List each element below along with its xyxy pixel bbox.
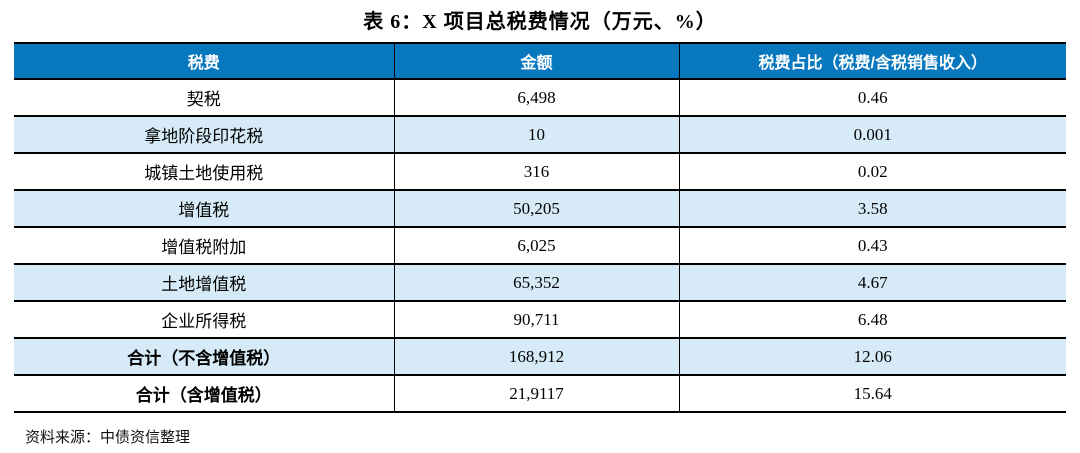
tax-name-cell: 企业所得税 [14,301,394,339]
amount-cell: 6,025 [393,227,679,265]
ratio-cell: 3.58 [678,190,1066,228]
table-row: 增值税 50,205 3.58 [14,190,1066,228]
table-row: 土地增值税 65,352 4.67 [14,264,1066,302]
ratio-cell: 0.001 [678,116,1066,154]
table-row: 契税 6,498 0.46 [14,79,1066,117]
table-row: 拿地阶段印花税 10 0.001 [14,116,1066,154]
total-row-incl-vat: 合计（含增值税） 21,9117 15.64 [14,375,1066,413]
col-header-amount: 金额 [393,42,679,80]
amount-cell: 6,498 [393,79,679,117]
col-header-ratio: 税费占比（税费/含税销售收入） [678,42,1066,80]
table-row: 企业所得税 90,711 6.48 [14,301,1066,339]
document-page: 表 6：X 项目总税费情况（万元、%） 税费 金额 税费占比（税费/含税销售收入… [0,5,1080,453]
amount-cell: 90,711 [393,301,679,339]
ratio-cell: 0.43 [678,227,1066,265]
ratio-cell: 0.46 [678,79,1066,117]
table-row: 增值税附加 6,025 0.43 [14,227,1066,265]
tax-name-cell: 契税 [14,79,394,117]
ratio-cell: 0.02 [678,153,1066,191]
amount-cell: 10 [393,116,679,154]
tax-name-cell: 土地增值税 [14,264,394,302]
amount-cell: 316 [393,153,679,191]
ratio-cell: 4.67 [678,264,1066,302]
col-header-tax: 税费 [14,42,394,80]
tax-name-cell: 拿地阶段印花税 [14,116,394,154]
ratio-cell: 6.48 [678,301,1066,339]
table-title: 表 6：X 项目总税费情况（万元、%） [363,11,717,33]
tax-name-cell: 合计（不含增值税） [14,338,394,376]
tax-name-cell: 城镇土地使用税 [14,153,394,191]
header-row: 税费 金额 税费占比（税费/含税销售收入） [14,42,1066,80]
ratio-cell: 15.64 [678,375,1066,413]
ratio-cell: 12.06 [678,338,1066,376]
amount-cell: 50,205 [393,190,679,228]
amount-cell: 21,9117 [393,375,679,413]
amount-cell: 168,912 [393,338,679,376]
total-row-excl-vat: 合计（不含增值税） 168,912 12.06 [14,338,1066,376]
table-row: 城镇土地使用税 316 0.02 [14,153,1066,191]
tax-summary-table: 税费 金额 税费占比（税费/含税销售收入） 契税 6,498 0.46 拿地阶段… [14,42,1066,413]
data-source-note: 资料来源：中债资信整理 [25,429,191,446]
tax-name-cell: 合计（含增值税） [14,375,394,413]
tax-name-cell: 增值税 [14,190,394,228]
amount-cell: 65,352 [393,264,679,302]
tax-name-cell: 增值税附加 [14,227,394,265]
